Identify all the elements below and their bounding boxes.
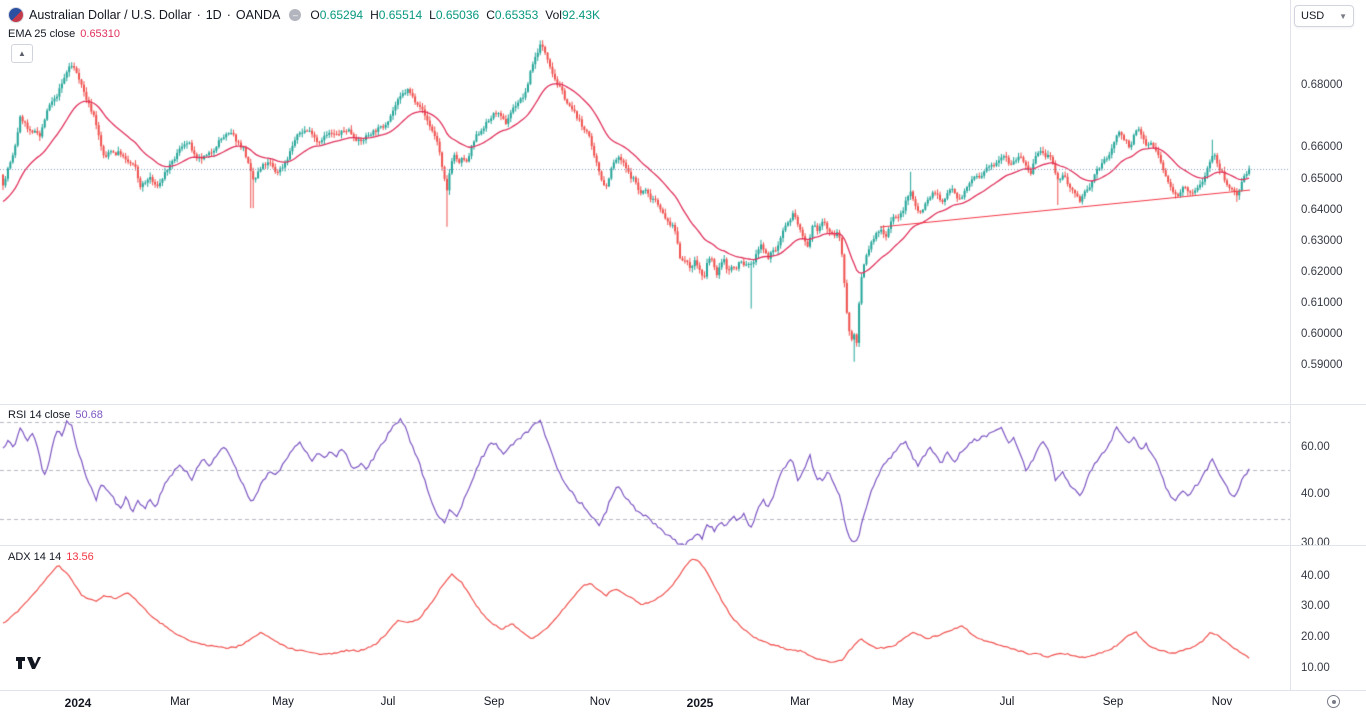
price-tick-label: 0.62000 bbox=[1301, 265, 1343, 278]
price-tick-label: 0.66000 bbox=[1301, 141, 1343, 154]
symbol-icon bbox=[8, 7, 24, 23]
time-axis-month-label: Sep bbox=[1102, 696, 1124, 708]
indicator-tick-label: 10.00 bbox=[1301, 662, 1330, 674]
indicator-tick-label: 20.00 bbox=[1301, 631, 1330, 643]
scales-settings-icon[interactable] bbox=[1327, 695, 1340, 708]
rsi-label: RSI 14 close bbox=[8, 409, 71, 421]
price-tick-label: 0.59000 bbox=[1301, 359, 1343, 372]
time-axis-month-label: Sep bbox=[483, 696, 505, 708]
price-tick-label: 0.68000 bbox=[1301, 79, 1343, 92]
status-minus-icon[interactable]: – bbox=[289, 9, 302, 21]
time-axis-month-label: Mar bbox=[170, 696, 190, 708]
indicator-tick-label: 40.00 bbox=[1301, 570, 1330, 582]
price-tick-label: 0.60000 bbox=[1301, 328, 1343, 340]
tradingview-logo[interactable] bbox=[15, 655, 41, 676]
rsi-value: 50.68 bbox=[75, 409, 103, 421]
time-axis-year-label: 2024 bbox=[64, 696, 92, 710]
indicator-tick-label: 30.00 bbox=[1301, 537, 1330, 549]
price-tick-label: 0.64000 bbox=[1301, 203, 1343, 216]
time-axis-year-label: 2025 bbox=[686, 696, 714, 710]
adx-label: ADX 14 14 bbox=[8, 551, 62, 563]
currency-label: USD bbox=[1301, 10, 1325, 22]
ema-legend: EMA 25 close 0.65310 bbox=[8, 28, 120, 40]
time-axis-month-label: Jul bbox=[380, 696, 396, 708]
price-tick-label: 0.65000 bbox=[1301, 172, 1343, 185]
symbol-title: Australian Dollar / U.S. Dollar bbox=[29, 8, 192, 22]
time-axis-month-label: Jul bbox=[999, 696, 1015, 708]
ema-label: EMA 25 close bbox=[8, 28, 76, 40]
time-axis-month-label: Nov bbox=[589, 696, 611, 708]
volume-value: 92.43K bbox=[561, 8, 601, 22]
collapse-pane-button[interactable]: ▲ bbox=[11, 44, 33, 63]
symbol-legend: Australian Dollar / U.S. Dollar · 1D · O… bbox=[8, 7, 600, 23]
exchange-label: OANDA bbox=[235, 8, 281, 22]
currency-dropdown[interactable]: USD ▼ bbox=[1294, 5, 1354, 27]
high-value: 0.65514 bbox=[378, 8, 423, 22]
price-chart-canvas[interactable] bbox=[0, 0, 1290, 690]
adx-value: 13.56 bbox=[66, 551, 94, 563]
time-axis-month-label: Nov bbox=[1211, 696, 1233, 708]
time-axis-month-label: May bbox=[272, 696, 294, 708]
close-value: 0.65353 bbox=[494, 8, 539, 22]
pane-separator[interactable] bbox=[0, 404, 1366, 405]
pane-separator[interactable] bbox=[0, 545, 1366, 546]
price-tick-label: 0.63000 bbox=[1301, 234, 1343, 247]
ohlc-values: O0.65294 H0.65514 L0.65036 C0.65353 Vol9… bbox=[310, 8, 601, 22]
chevron-down-icon: ▼ bbox=[1339, 11, 1347, 21]
indicator-tick-label: 60.00 bbox=[1301, 441, 1330, 453]
indicator-tick-label: 40.00 bbox=[1301, 488, 1330, 500]
indicator-tick-label: 30.00 bbox=[1301, 600, 1330, 612]
time-axis-month-label: May bbox=[892, 696, 914, 708]
low-value: 0.65036 bbox=[435, 8, 480, 22]
adx-legend: ADX 14 14 13.56 bbox=[8, 551, 94, 563]
time-axis-month-label: Mar bbox=[790, 696, 810, 708]
open-value: 0.65294 bbox=[319, 8, 364, 22]
price-axis[interactable]: 0.700000.680000.660000.650000.640000.630… bbox=[1290, 0, 1366, 718]
rsi-legend: RSI 14 close 50.68 bbox=[8, 409, 103, 421]
separator-dot: · bbox=[196, 8, 201, 22]
time-axis[interactable]: 2024 Mar May Jul Sep Nov 2025 Mar May Jul Sep Nov bbox=[0, 690, 1366, 718]
tradingview-logo-icon bbox=[16, 657, 41, 669]
price-tick-label: 0.61000 bbox=[1301, 296, 1343, 309]
timeframe-label[interactable]: 1D bbox=[205, 8, 222, 22]
separator-dot: · bbox=[226, 8, 231, 22]
ema-value: 0.65310 bbox=[80, 28, 121, 40]
